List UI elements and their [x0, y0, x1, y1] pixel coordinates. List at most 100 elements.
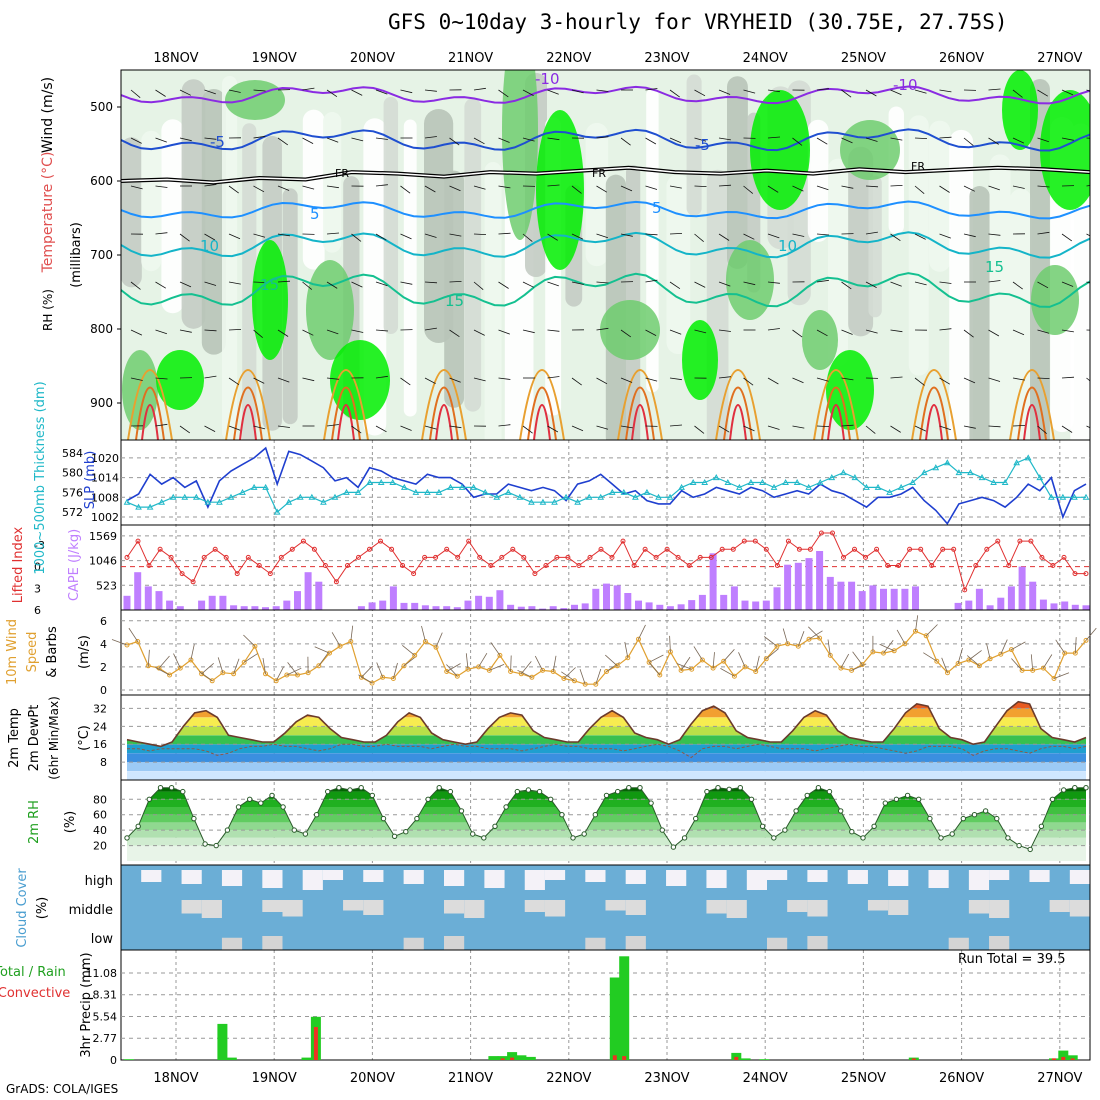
cloud-low-cell	[221, 937, 243, 951]
temp-band	[127, 726, 1086, 736]
lifted-index-point	[1061, 554, 1067, 560]
wind-speed-point	[945, 670, 950, 676]
cloud-middle-cell	[262, 900, 283, 912]
wind-barb	[645, 137, 657, 145]
rh-shading	[464, 98, 482, 412]
wind-barb	[669, 281, 681, 290]
rh-point	[202, 841, 208, 847]
wind-barb	[424, 327, 437, 331]
lifted-index-point	[973, 563, 979, 568]
cape-bar	[848, 581, 856, 610]
thickness-point	[296, 493, 304, 500]
wind-barb-10m	[605, 654, 618, 667]
contour-label: -10	[535, 70, 560, 88]
cape-bar	[144, 586, 152, 610]
lifted-index-point	[686, 563, 692, 568]
wind-barb	[400, 185, 411, 194]
wind-barb-10m	[879, 643, 895, 652]
thickness-point	[967, 469, 974, 476]
wind-speed-label: Speed	[25, 632, 40, 673]
warm-temp-contour	[127, 369, 173, 440]
precip-convective-label: Convective	[0, 986, 70, 1001]
cloud-high-cell	[746, 870, 767, 890]
wind-barb-10m	[808, 626, 820, 639]
thickness-point	[678, 483, 685, 490]
rh-shading	[828, 158, 849, 367]
wind-barb	[204, 89, 216, 95]
wind-barb	[277, 377, 290, 383]
cape-bar	[496, 590, 504, 610]
wind-barb	[155, 423, 168, 427]
rh-point	[247, 796, 253, 802]
wind-barb	[620, 377, 633, 383]
wind-barb	[963, 137, 974, 146]
wind-speed-point	[497, 652, 503, 658]
wind-barb-10m	[986, 643, 991, 659]
dewpt2m-label: 2m DewPt	[27, 705, 42, 772]
wind-barb	[596, 327, 609, 331]
rh-band	[127, 787, 1086, 792]
wind-barb	[743, 425, 755, 432]
wind-barb	[865, 137, 878, 142]
contour-label: 15	[260, 276, 279, 294]
wind-barb	[890, 137, 903, 141]
wind-barb-10m	[1043, 654, 1053, 669]
rh-band	[127, 799, 1086, 807]
lifted-index-point	[620, 538, 626, 544]
wind-barb	[228, 377, 240, 386]
lifted-index-point	[730, 546, 736, 552]
wind-unit-label: (m/s)	[77, 635, 92, 669]
wind-barb-10m	[243, 634, 256, 647]
rh-shading	[908, 115, 929, 376]
rh-label: RH (%)	[41, 289, 55, 331]
thickness-point	[227, 493, 235, 500]
rh-band	[127, 814, 1086, 823]
cape-bar	[954, 602, 962, 610]
wind-barb	[694, 425, 705, 434]
wind-barb	[645, 329, 657, 336]
wind-barb-10m	[490, 642, 501, 656]
cloud-row-label: middle	[69, 903, 113, 918]
contour-label: 10	[778, 237, 797, 255]
precip-convective-bar	[1070, 1058, 1075, 1060]
wind-speed-point	[955, 661, 961, 666]
wind-barb-10m	[111, 639, 128, 646]
temp-band	[127, 708, 1086, 718]
wind-barb	[963, 329, 974, 338]
wind-barb	[816, 88, 829, 91]
thickness-point	[539, 498, 547, 505]
cape-bar	[826, 576, 834, 610]
wind-barb	[890, 425, 901, 433]
cape-bar	[720, 594, 728, 610]
rh-point	[447, 788, 454, 795]
wind-barb-10m	[217, 657, 224, 673]
warm-temp-contour	[715, 369, 761, 440]
wind-barb	[939, 233, 951, 239]
lifted-index-point	[543, 563, 549, 568]
thickness-point	[458, 483, 466, 490]
wind-barb-10m	[852, 651, 863, 665]
temperature-label: Temperature (°C)	[40, 152, 56, 274]
wind-barb	[424, 185, 436, 193]
wind-barb	[155, 137, 167, 143]
precip-tick: 8.31	[93, 989, 118, 1002]
wind-barb-10m	[446, 663, 461, 672]
wind-speed-point	[902, 641, 908, 647]
rh-shading	[161, 119, 185, 314]
wind-barb	[669, 233, 683, 235]
wind-barb	[1086, 425, 1090, 429]
wind-speed-point	[1040, 665, 1046, 671]
rh-point	[804, 792, 810, 799]
wind-barb-10m	[393, 662, 398, 679]
rh-shading	[585, 122, 609, 267]
lifted-index-point	[477, 554, 483, 560]
warm-temp-contour	[1017, 386, 1047, 440]
wind-barb	[865, 329, 878, 334]
lifted-index-point	[521, 554, 527, 560]
wind-barb	[767, 328, 780, 331]
wind-speed-point	[284, 672, 290, 678]
thickness-point	[1082, 493, 1090, 500]
rh-point	[536, 788, 543, 795]
precip-convective-bar	[313, 1027, 318, 1060]
cloud-high-cell	[322, 870, 344, 880]
